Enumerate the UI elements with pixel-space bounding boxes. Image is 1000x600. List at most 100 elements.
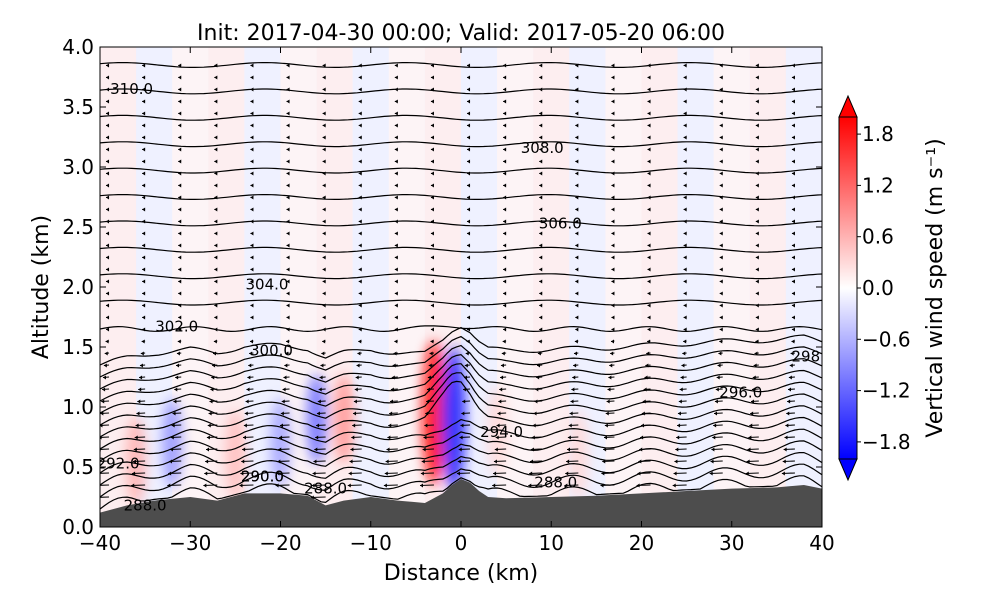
wind-arrow-head	[575, 243, 579, 248]
wind-arrow-head	[788, 375, 792, 380]
wind-arrow-head	[679, 387, 683, 392]
wind-arrow-head	[496, 423, 500, 428]
wind-arrow-head	[683, 123, 687, 128]
wind-arrow-head	[610, 351, 614, 356]
y-tick-label: 4.0	[62, 35, 94, 59]
wind-arrow-head	[387, 435, 391, 440]
wind-arrow-head	[430, 255, 434, 260]
wind-arrow-head	[467, 279, 471, 284]
wind-arrow-head	[791, 291, 795, 296]
wind-arrow-head	[106, 231, 110, 236]
wind-arrow-head	[142, 255, 146, 260]
wind-arrow-head	[142, 135, 146, 140]
wind-arrow-head	[394, 135, 398, 140]
wind-arrow-head	[683, 195, 687, 200]
wind-arrow-head	[286, 183, 290, 188]
wind-arrow-head	[603, 435, 607, 440]
wind-arrow-head	[137, 399, 141, 404]
wind-arrow-head	[747, 447, 751, 452]
wind-arrow-head	[503, 219, 507, 224]
wind-arrow-head	[424, 423, 428, 428]
wind-arrow-head	[394, 123, 398, 128]
wind-arrow-head	[139, 375, 143, 380]
wind-arrow-head	[714, 411, 718, 416]
wind-arrow-head	[430, 99, 434, 104]
wind-arrow-head	[647, 111, 651, 116]
theta-contour-label: 292.0	[97, 454, 140, 472]
wind-arrow-head	[647, 255, 651, 260]
wind-arrow-head	[106, 183, 110, 188]
wind-arrow-head	[250, 303, 254, 308]
wind-arrow-head	[538, 339, 542, 344]
wind-arrow-head	[317, 399, 321, 404]
wind-arrow-head	[604, 423, 608, 428]
wind-arrow-head	[142, 231, 146, 236]
wind-arrow-head	[250, 243, 254, 248]
wind-arrow-head	[250, 171, 254, 176]
wind-arrow-head	[139, 363, 143, 368]
wind-arrow-head	[719, 231, 723, 236]
wind-arrow-head	[608, 375, 612, 380]
wind-arrow-head	[430, 231, 434, 236]
y-tick-label: 0.5	[62, 455, 94, 479]
wind-arrow-head	[214, 291, 218, 296]
colorbar-gradient	[838, 116, 858, 460]
wind-arrow-head	[791, 315, 795, 320]
wind-arrow-head	[574, 351, 578, 356]
wind-arrow-head	[683, 207, 687, 212]
wind-arrow-head	[214, 303, 218, 308]
wind-arrow-head	[286, 243, 290, 248]
wind-arrow-head	[467, 123, 471, 128]
wind-arrow-head	[677, 411, 681, 416]
wind-arrow-head	[467, 291, 471, 296]
wind-arrow-head	[570, 399, 574, 404]
wind-arrow-head	[710, 459, 714, 464]
wind-arrow-head	[789, 363, 793, 368]
wind-arrow-head	[358, 219, 362, 224]
wind-arrow-head	[430, 171, 434, 176]
wind-arrow-head	[539, 195, 543, 200]
wind-arrow-head	[539, 99, 543, 104]
wind-arrow-head	[755, 255, 759, 260]
wind-arrow	[100, 448, 110, 450]
wind-arrow-head	[206, 435, 210, 440]
wind-arrow-head	[647, 135, 651, 140]
wind-arrow-head	[322, 87, 326, 92]
wind-arrow-head	[248, 363, 252, 368]
wind-arrow-head	[539, 135, 543, 140]
wind-arrow-head	[647, 231, 651, 236]
wind-arrow-head	[749, 423, 753, 428]
wind-arrow-head	[214, 99, 218, 104]
wind-arrow-head	[430, 147, 434, 152]
wind-arrow-head	[250, 279, 254, 284]
wind-arrow-head	[250, 255, 254, 260]
wind-arrow-head	[102, 375, 106, 380]
theta-contour	[100, 246, 822, 253]
wind-arrow-head	[171, 423, 175, 428]
w-feature	[441, 347, 466, 491]
wind-arrow-head	[719, 327, 723, 332]
w-stripe	[533, 47, 570, 527]
theta-contour	[100, 141, 822, 148]
wind-arrow-head	[100, 411, 104, 416]
wind-arrow-head	[280, 411, 284, 416]
wind-arrow-head	[575, 171, 579, 176]
wind-arrow-head	[419, 483, 423, 488]
theta-contour	[100, 62, 822, 68]
wind-arrow-head	[358, 99, 362, 104]
wind-arrow-head	[385, 459, 389, 464]
wind-arrow-head	[430, 207, 434, 212]
wind-arrow-head	[214, 207, 218, 212]
wind-arrow-head	[214, 135, 218, 140]
wind-arrow-head	[607, 387, 611, 392]
wind-arrow-head	[711, 447, 715, 452]
w-feature	[270, 398, 291, 488]
wind-arrow-head	[173, 399, 177, 404]
wind-arrow-head	[142, 111, 146, 116]
wind-arrow-head	[503, 159, 507, 164]
wind-arrow-head	[574, 339, 578, 344]
wind-arrow-head	[430, 159, 434, 164]
wind-arrow-head	[569, 411, 573, 416]
wind-arrow-head	[755, 147, 759, 152]
wind-arrow-head	[239, 483, 243, 488]
